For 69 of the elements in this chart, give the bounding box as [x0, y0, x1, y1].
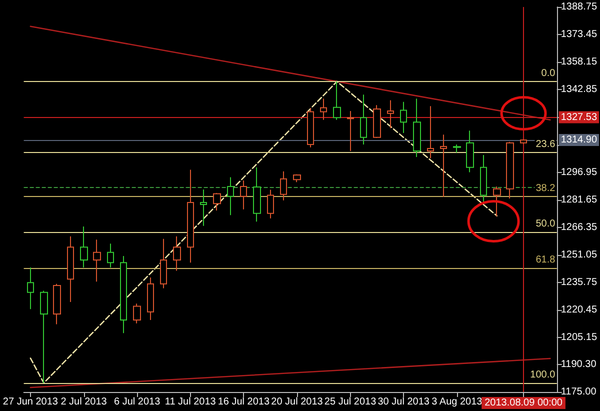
- candlestick: [493, 186, 501, 217]
- candlestick: [427, 106, 434, 159]
- candlestick: [307, 108, 314, 148]
- candlestick: [67, 236, 74, 302]
- ref-line-label: 1327.53: [560, 112, 598, 123]
- candlestick: [387, 100, 394, 129]
- x-tick-label: 25 Jul 2013: [324, 396, 377, 408]
- candlestick: [293, 174, 301, 183]
- candlestick: [320, 98, 327, 120]
- candlestick: [440, 134, 447, 198]
- candlestick: [133, 303, 141, 324]
- line-series: [30, 80, 498, 384]
- y-tick-label: 1205.15: [560, 332, 598, 344]
- x-tick-label: 30 Jul 2013: [378, 396, 430, 408]
- candlestick: [466, 130, 474, 173]
- candlestick: [400, 101, 407, 134]
- y-tick-label: 1266.35: [560, 222, 598, 233]
- candlestick: [40, 290, 48, 384]
- candlestick: [413, 98, 421, 158]
- annotation: 100.0: [530, 369, 556, 380]
- candlestick: [240, 180, 247, 210]
- candlestick: [187, 169, 194, 264]
- candlestick: [280, 170, 287, 201]
- y-tick-label: 1388.75: [560, 2, 598, 12]
- candlestick: [107, 243, 114, 268]
- candlestick: [27, 267, 34, 310]
- candlestick: [253, 166, 261, 222]
- y-tick-label: 1373.45: [560, 29, 598, 40]
- candlestick: [347, 110, 354, 152]
- x-tick-label: 11 Jul 2013: [164, 396, 216, 408]
- y-tick-label: 1235.75: [560, 277, 598, 288]
- y-tick-label: 1358.15: [560, 56, 598, 68]
- annotation: 38.2: [536, 183, 556, 194]
- annotation: 50.0: [536, 218, 556, 230]
- candlestick: [173, 236, 181, 272]
- y-tick-label: 1296.95: [560, 166, 598, 178]
- x-tick-label: 16 Jul 2013: [218, 396, 270, 408]
- candlestick: [333, 80, 341, 120]
- y-tick-label: 1281.65: [560, 194, 598, 206]
- x-tick-label: 6 Jul 2013: [114, 396, 161, 408]
- annotation: 61.8: [536, 254, 556, 266]
- candlestick: [267, 189, 274, 219]
- y-tick-label: 1220.45: [560, 304, 598, 316]
- x-tick-label: 2 Jul 2013: [60, 396, 108, 408]
- candlestick: [80, 226, 88, 268]
- candlestick: [93, 239, 101, 282]
- candlestick: [373, 104, 381, 139]
- ref-line-label: 1314.90: [560, 134, 598, 146]
- y-tick-label: 1190.30: [560, 358, 597, 370]
- candlestick: [160, 238, 167, 289]
- x-tick-label: 20 Jul 2013: [271, 396, 324, 408]
- candlestick: [53, 283, 61, 325]
- y-tick-label: 1342.85: [560, 84, 598, 96]
- candlestick: [520, 138, 527, 144]
- annotation: 0.0: [541, 68, 556, 79]
- y-tick-label: 1175.00: [560, 386, 597, 398]
- candlestick: [506, 141, 514, 200]
- annotation: 23.6: [536, 139, 556, 150]
- candlestick: [147, 276, 154, 320]
- candlestick: [213, 192, 221, 211]
- y-tick-label: 1251.05: [560, 250, 598, 261]
- x-tick-label: 27 Jun 2013: [2, 396, 58, 408]
- x-tick-label: 2013.08.09 00:00: [484, 398, 563, 408]
- candlestick: [480, 154, 487, 202]
- candlestick: [200, 189, 207, 226]
- candlestick: [453, 144, 461, 154]
- candlestick: [120, 256, 127, 334]
- candlestick: [227, 176, 234, 216]
- candlestick: [360, 94, 367, 146]
